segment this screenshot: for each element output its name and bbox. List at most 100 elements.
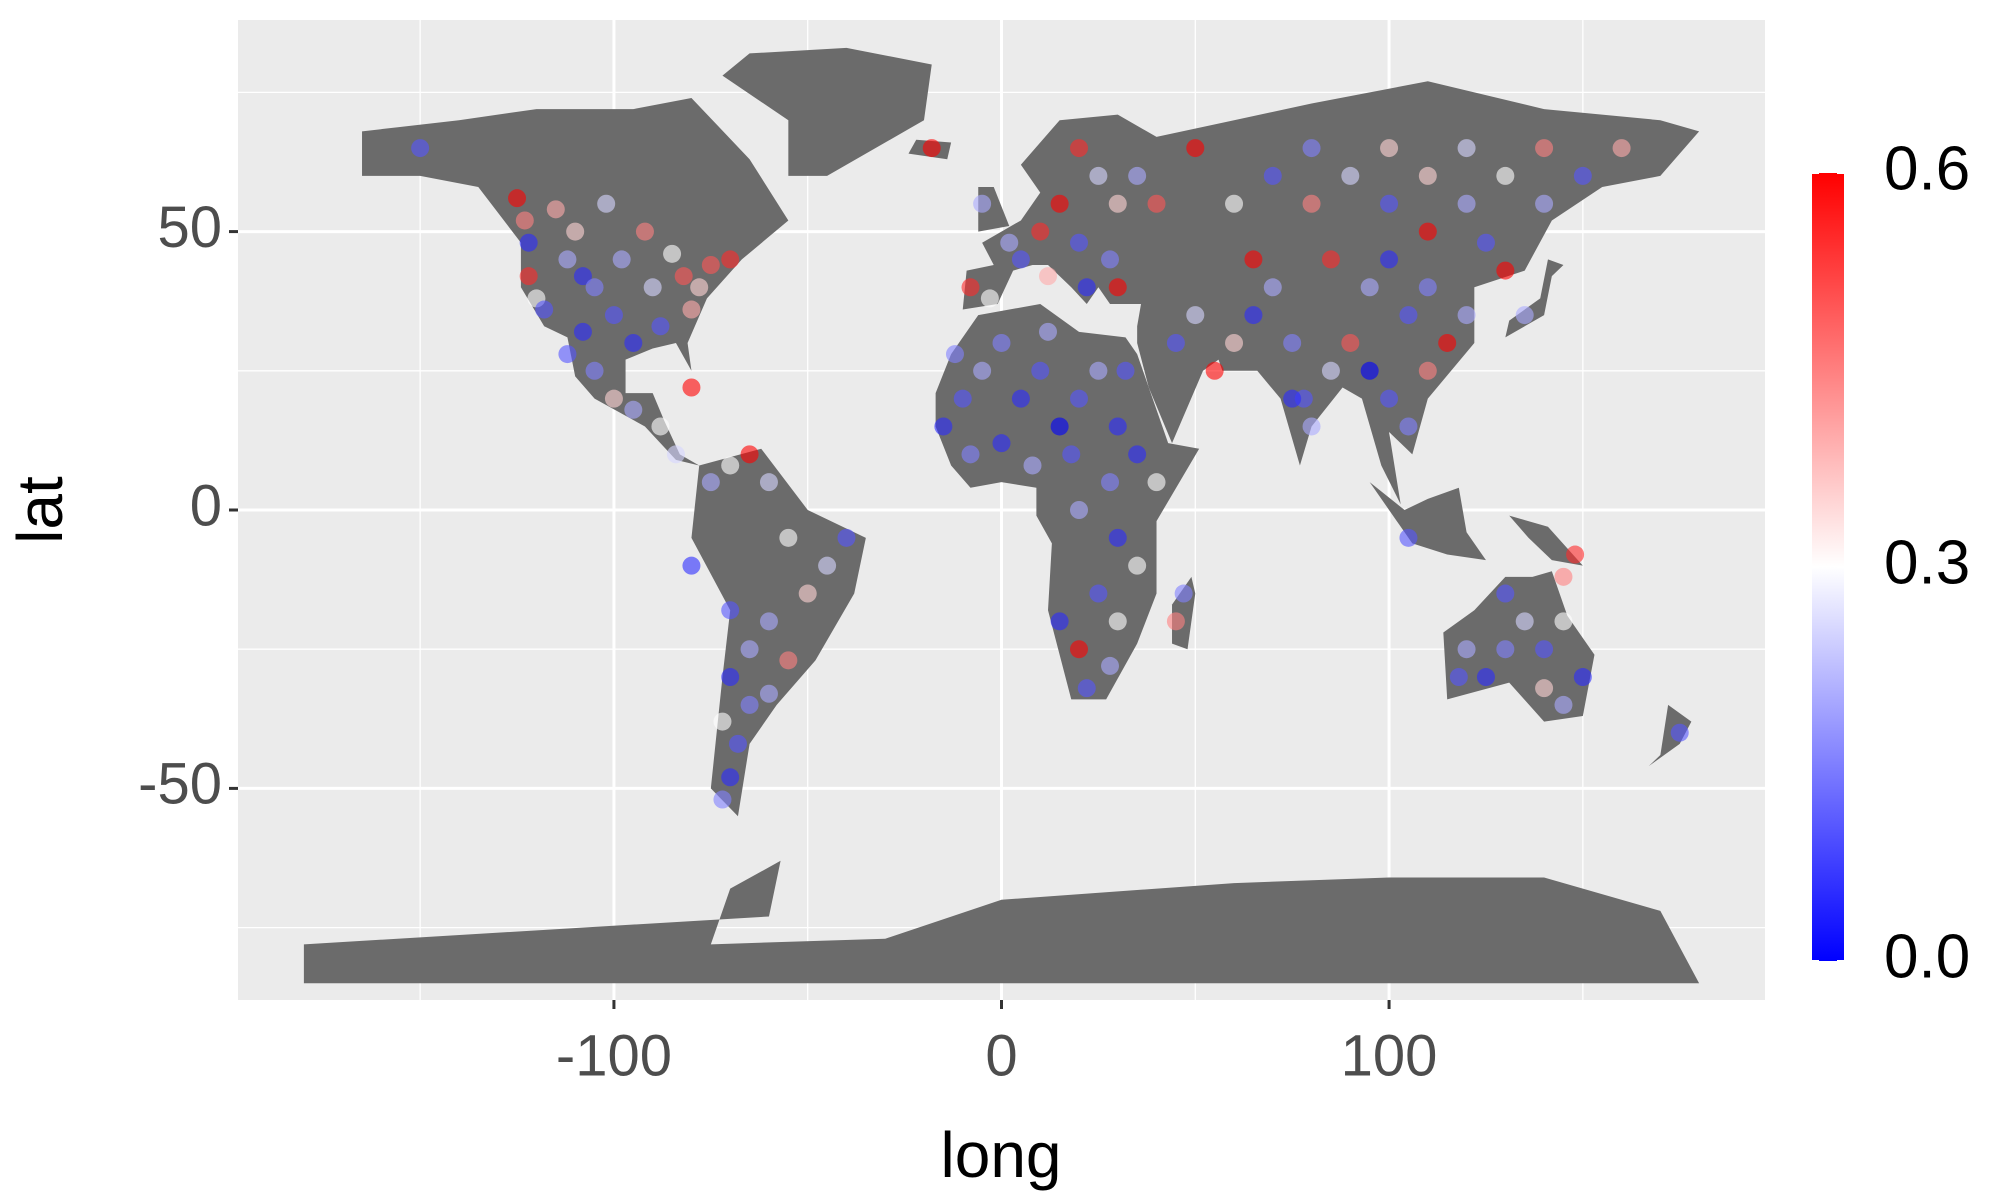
point [643, 278, 662, 297]
point [1612, 139, 1631, 158]
point [663, 244, 682, 263]
point [1101, 250, 1120, 269]
point [740, 695, 759, 714]
point [1302, 417, 1321, 436]
point [721, 668, 740, 687]
eurasia [962, 81, 1700, 505]
point [992, 434, 1011, 453]
point [1089, 361, 1108, 380]
point [934, 417, 953, 436]
point [973, 361, 992, 380]
point [1457, 194, 1476, 213]
point [1380, 389, 1399, 408]
point [624, 333, 643, 352]
point [1380, 139, 1399, 158]
point [515, 211, 534, 230]
point [1535, 679, 1554, 698]
point [535, 300, 554, 319]
point [1147, 473, 1166, 492]
point [798, 584, 817, 603]
point [690, 278, 709, 297]
point [1077, 278, 1096, 297]
point [1000, 233, 1019, 252]
point [992, 333, 1011, 352]
point [713, 712, 732, 731]
point [961, 445, 980, 464]
x-axis-title: long [941, 1119, 1062, 1191]
point [1418, 278, 1437, 297]
point [674, 267, 693, 286]
point [1101, 656, 1120, 675]
point [1011, 250, 1030, 269]
point [779, 651, 798, 670]
greenland [722, 47, 932, 176]
point [1031, 222, 1050, 241]
point [1186, 306, 1205, 325]
point [1186, 139, 1205, 158]
point [1089, 584, 1108, 603]
point [1070, 139, 1089, 158]
point [1108, 528, 1127, 547]
point [508, 189, 527, 208]
point [1011, 389, 1030, 408]
point [721, 250, 740, 269]
point [1380, 194, 1399, 213]
point [1031, 361, 1050, 380]
point [1321, 361, 1340, 380]
point [1438, 333, 1457, 352]
new-guinea [1509, 515, 1583, 566]
point [1166, 333, 1185, 352]
point [1515, 612, 1534, 631]
point [651, 417, 670, 436]
point [573, 322, 592, 341]
point [411, 139, 430, 158]
point [1399, 417, 1418, 436]
point [566, 222, 585, 241]
south-america [691, 448, 866, 817]
point [1166, 612, 1185, 631]
point [1108, 278, 1127, 297]
point [1496, 640, 1515, 659]
point [1174, 584, 1193, 603]
point [1070, 233, 1089, 252]
point [759, 473, 778, 492]
point [721, 456, 740, 475]
point [1070, 501, 1089, 519]
y-tick-label: -50 [138, 752, 222, 817]
point [1515, 306, 1534, 325]
point [1418, 222, 1437, 241]
point [612, 250, 631, 269]
point [1341, 166, 1360, 185]
points [411, 139, 1689, 809]
point [1418, 166, 1437, 185]
point [759, 612, 778, 631]
point [585, 278, 604, 297]
point [1535, 139, 1554, 158]
point [701, 473, 720, 492]
point [1535, 194, 1554, 213]
point [980, 289, 999, 308]
point [1050, 612, 1069, 631]
colorbar-label: 0.3 [1884, 528, 1970, 597]
point [1225, 194, 1244, 213]
point [713, 790, 732, 809]
indonesia [1369, 482, 1486, 561]
point [1573, 166, 1592, 185]
point [961, 278, 980, 297]
point [1128, 556, 1147, 575]
point [1283, 333, 1302, 352]
point [1449, 668, 1468, 687]
x-tick-label: 0 [985, 1023, 1017, 1088]
point [1147, 194, 1166, 213]
point [1050, 417, 1069, 436]
point [666, 445, 685, 464]
point [1244, 250, 1263, 269]
point [1225, 333, 1244, 352]
point [922, 139, 941, 158]
point [651, 317, 670, 336]
point [1476, 233, 1495, 252]
point [1062, 445, 1081, 464]
point [1457, 139, 1476, 158]
point [604, 306, 623, 325]
